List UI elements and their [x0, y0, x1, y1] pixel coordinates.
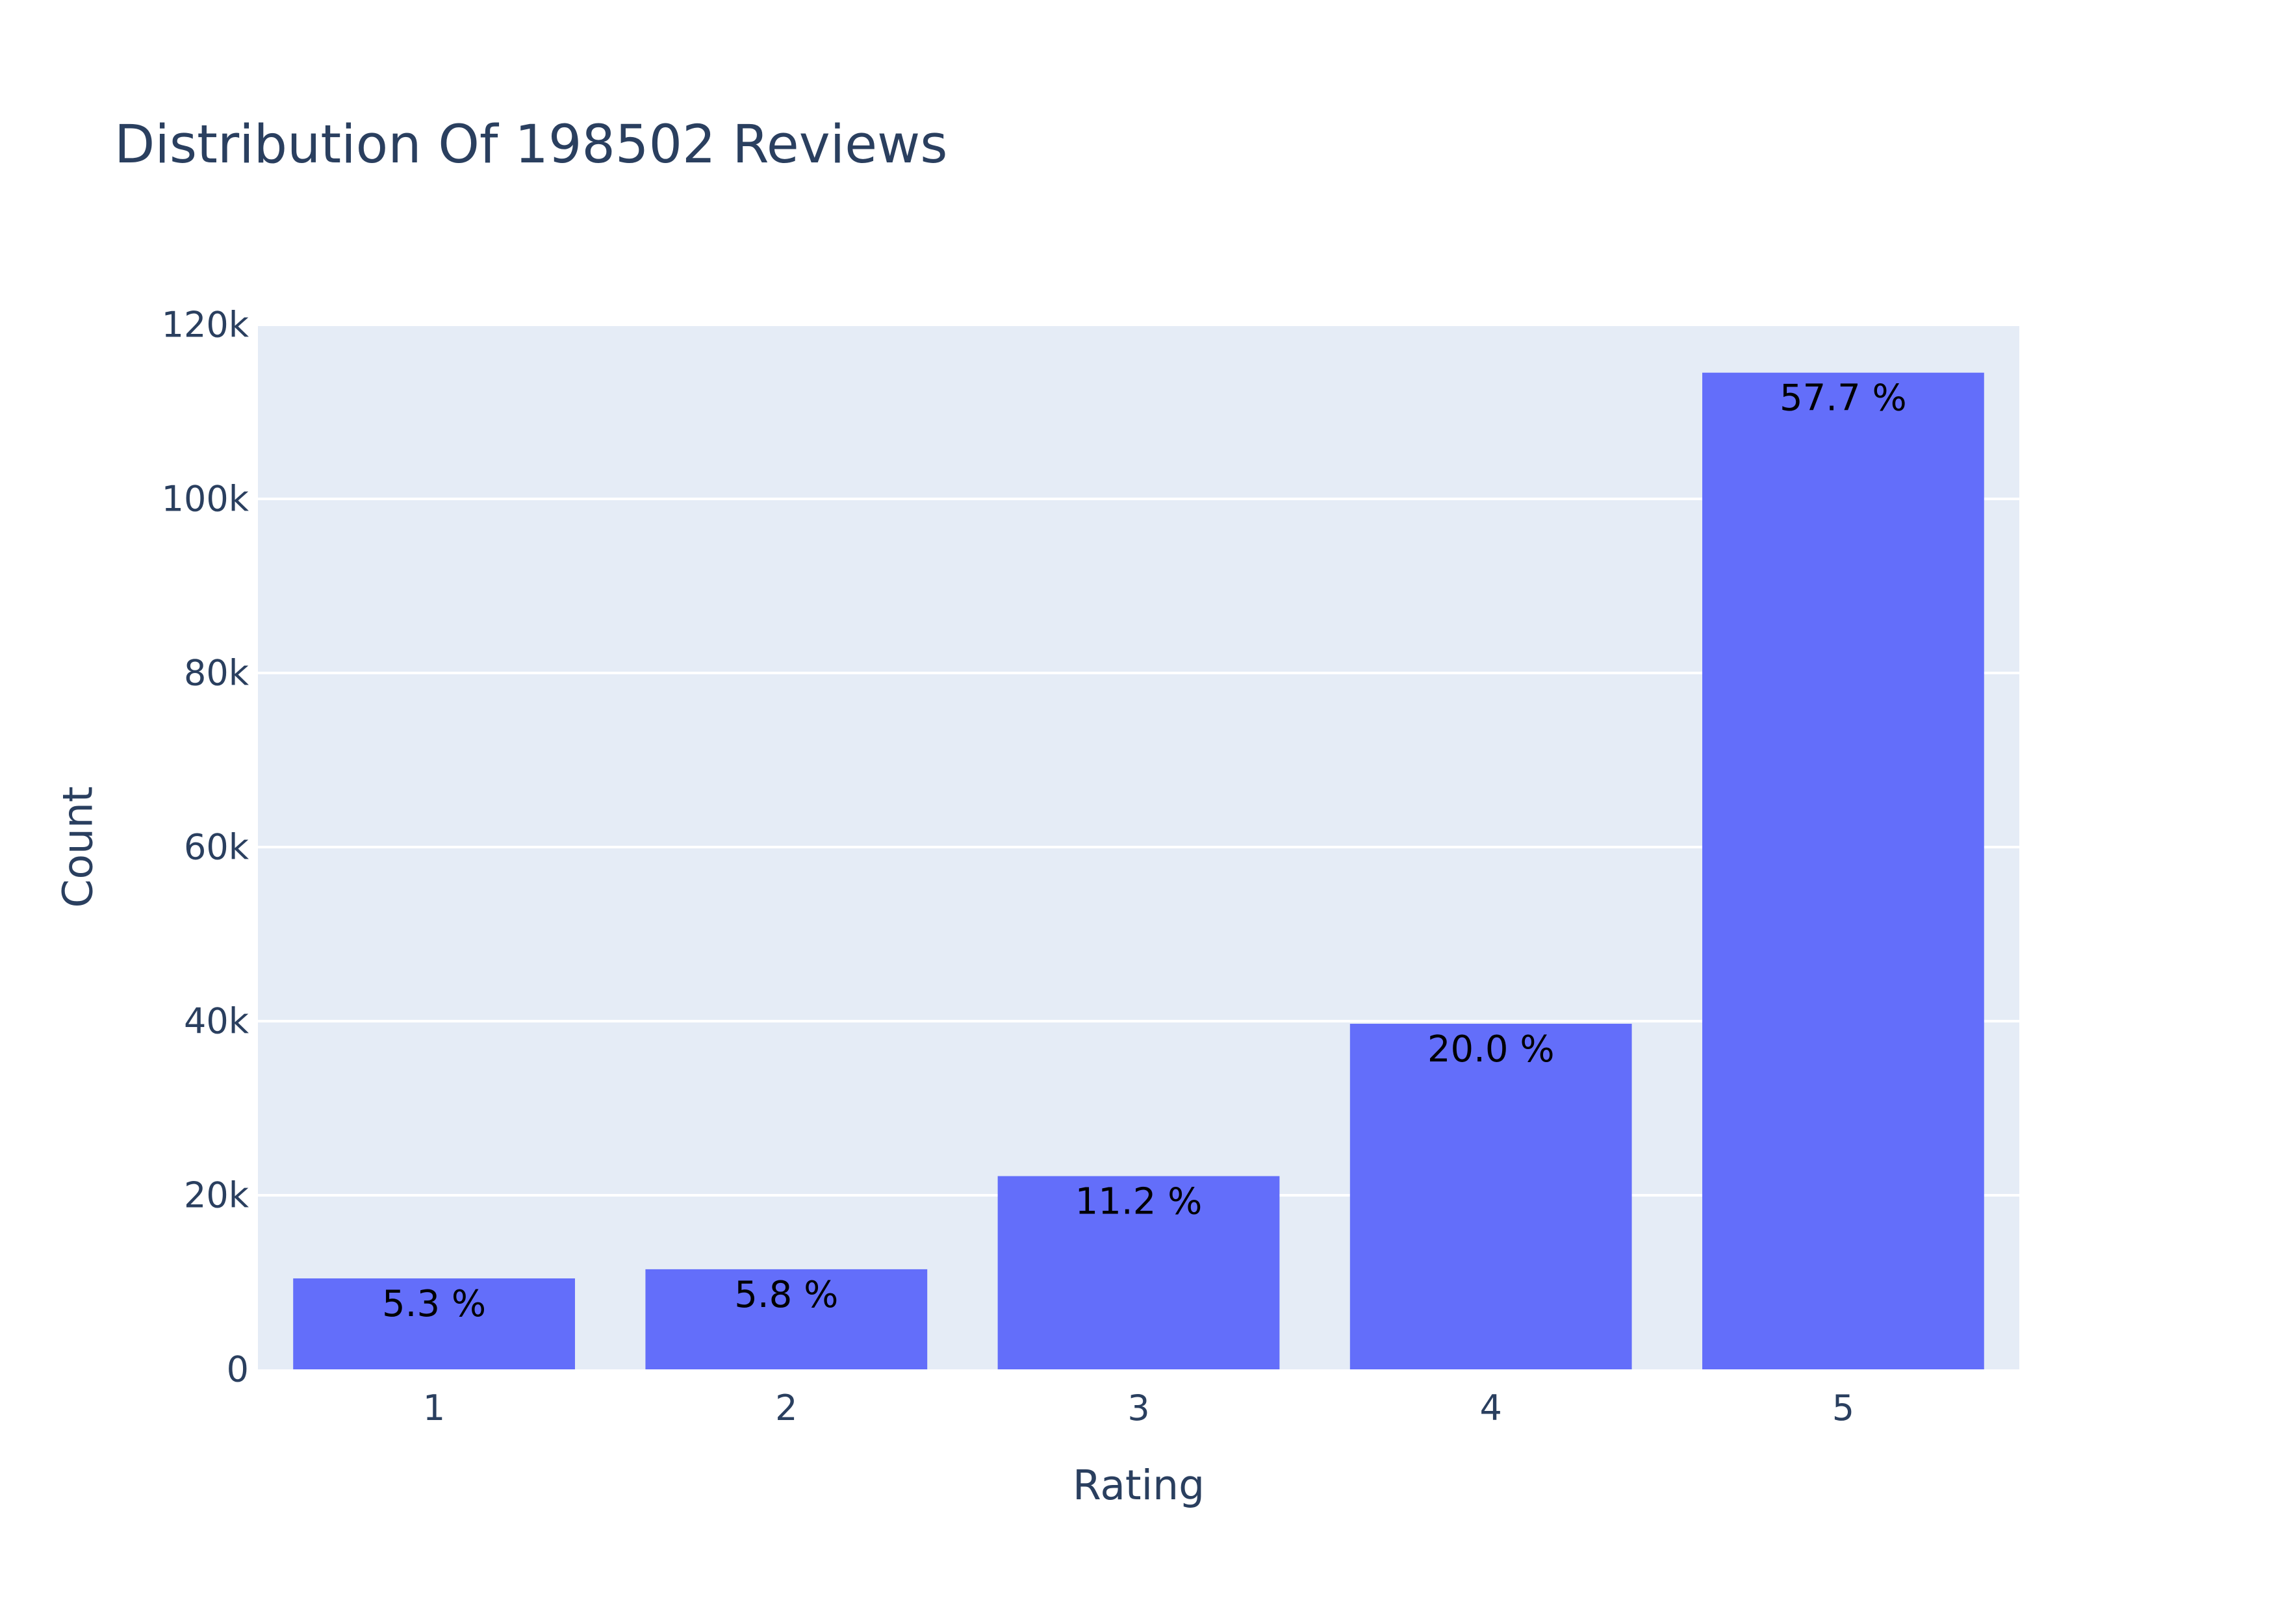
- x-tick-label: 3: [1127, 1388, 1149, 1428]
- bar-label: 5.8 %: [734, 1274, 838, 1316]
- y-axis-ticks: 0 20k 40k 60k 80k 100k 120k: [162, 305, 249, 1390]
- y-tick-label: 120k: [162, 305, 249, 346]
- bar-label: 20.0 %: [1427, 1028, 1555, 1071]
- chart-title: Distribution Of 198502 Reviews: [114, 114, 947, 175]
- bar-label: 11.2 %: [1075, 1181, 1203, 1223]
- x-axis-title: Rating: [1073, 1462, 1205, 1509]
- x-axis-ticks: 1 2 3 4 5: [423, 1388, 1854, 1428]
- bar-label: 5.3 %: [382, 1283, 486, 1325]
- bar-label: 57.7 %: [1780, 377, 1907, 420]
- bar: [293, 1278, 575, 1369]
- x-tick-label: 5: [1832, 1388, 1854, 1428]
- y-tick-label: 0: [227, 1349, 249, 1390]
- y-tick-label: 40k: [184, 1001, 249, 1042]
- bars: [293, 372, 1984, 1370]
- y-tick-label: 100k: [162, 479, 249, 520]
- y-tick-label: 20k: [184, 1175, 249, 1216]
- x-tick-label: 2: [775, 1388, 797, 1428]
- gridlines: [258, 324, 2019, 1197]
- y-tick-label: 60k: [184, 827, 249, 868]
- y-axis-title: Count: [55, 786, 102, 907]
- y-tick-label: 80k: [184, 653, 249, 694]
- bar: [1349, 1024, 1632, 1369]
- x-tick-label: 4: [1480, 1388, 1502, 1428]
- bar-labels: 5.3 % 5.8 % 11.2 % 20.0 % 57.7 %: [382, 377, 1907, 1325]
- bar: [1702, 372, 1984, 1370]
- bar: [645, 1269, 928, 1369]
- x-tick-label: 1: [423, 1388, 445, 1428]
- bar: [997, 1176, 1280, 1369]
